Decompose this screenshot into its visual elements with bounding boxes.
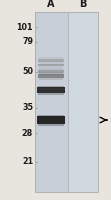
Bar: [38, 114, 64, 116]
Bar: [38, 70, 64, 72]
Bar: [38, 123, 64, 126]
Bar: [39, 62, 63, 64]
Bar: [39, 77, 63, 79]
Text: B: B: [79, 0, 87, 9]
Text: 35: 35: [22, 104, 33, 112]
Bar: [39, 57, 63, 59]
Bar: [38, 64, 64, 66]
Bar: [39, 72, 63, 74]
Bar: [38, 74, 64, 78]
Bar: [39, 68, 63, 70]
Text: 79: 79: [22, 38, 33, 46]
Text: 50: 50: [22, 68, 33, 76]
Bar: [37, 116, 65, 124]
Bar: [38, 86, 64, 88]
Text: 28: 28: [22, 129, 33, 138]
Text: 21: 21: [22, 158, 33, 166]
Bar: [35, 12, 98, 192]
Bar: [38, 58, 64, 62]
Bar: [39, 66, 63, 68]
Bar: [39, 61, 63, 63]
Text: A: A: [47, 0, 55, 9]
Bar: [38, 92, 64, 95]
Text: 101: 101: [17, 22, 33, 31]
Bar: [68, 12, 98, 192]
Bar: [37, 87, 65, 93]
Bar: [39, 72, 63, 74]
Bar: [35, 12, 68, 192]
